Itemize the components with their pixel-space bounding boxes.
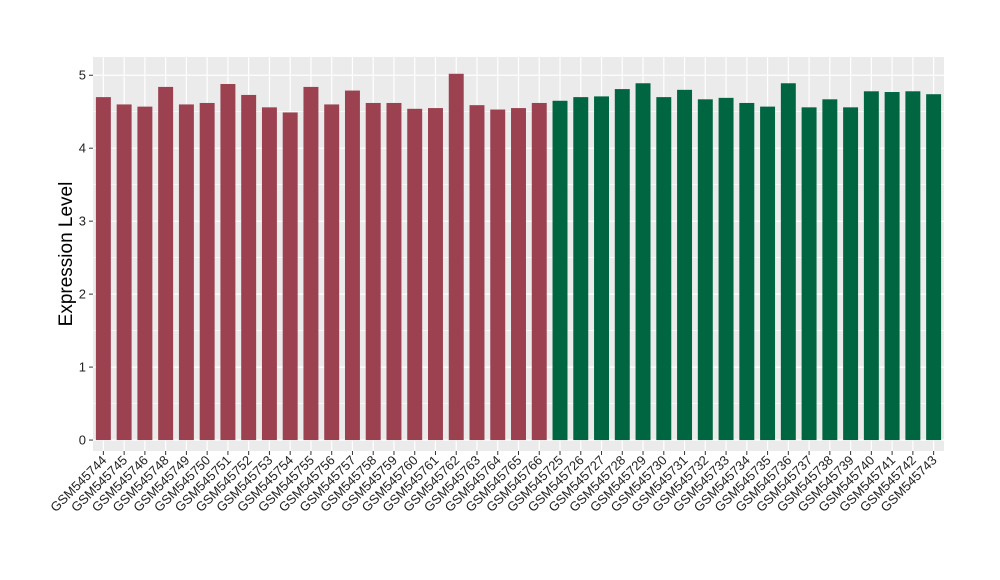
bar-GSM545744 — [95, 97, 111, 441]
bar-GSM545727 — [594, 96, 609, 441]
bar-GSM545733 — [718, 97, 734, 441]
bar-GSM545751 — [220, 83, 236, 441]
bar-GSM545729 — [635, 83, 651, 441]
bar-GSM545750 — [199, 102, 215, 441]
bars — [95, 73, 942, 441]
bar-GSM545730 — [656, 97, 672, 441]
bar-GSM545734 — [739, 102, 755, 441]
bar-GSM545726 — [573, 97, 589, 441]
y-tick-label: 4 — [79, 141, 86, 156]
bar-GSM545731 — [677, 89, 693, 441]
bar-GSM545742 — [905, 91, 921, 441]
bar-GSM545736 — [780, 83, 796, 441]
bar-GSM545737 — [801, 107, 817, 441]
bar-GSM545753 — [261, 107, 277, 441]
bar-GSM545741 — [884, 92, 900, 441]
bar-GSM545738 — [822, 99, 838, 441]
bar-GSM545759 — [386, 102, 402, 441]
bar-GSM545748 — [158, 86, 174, 441]
y-tick-label: 2 — [79, 287, 86, 302]
y-tick-label: 1 — [79, 360, 86, 375]
y-axis-ticks: 0 1 2 3 4 5 — [79, 68, 93, 448]
bar-GSM545754 — [282, 112, 298, 441]
y-tick-label: 5 — [79, 68, 86, 83]
bar-GSM545761 — [428, 108, 443, 441]
bar-GSM545765 — [511, 108, 526, 441]
bar-GSM545739 — [843, 107, 859, 441]
bar-GSM545757 — [344, 90, 360, 441]
bar-GSM545766 — [531, 102, 547, 441]
bar-GSM545746 — [137, 106, 153, 441]
bar-GSM545740 — [863, 91, 879, 441]
bar-GSM545728 — [614, 89, 630, 441]
bar-GSM545764 — [490, 109, 506, 441]
bar-GSM545743 — [926, 94, 942, 441]
bar-GSM545762 — [448, 73, 464, 441]
bar-GSM545735 — [760, 106, 776, 441]
bar-GSM545763 — [469, 105, 485, 441]
bar-GSM545756 — [324, 104, 340, 441]
bar-GSM545745 — [116, 104, 132, 441]
bar-GSM545758 — [365, 102, 381, 441]
y-tick-label: 3 — [79, 214, 86, 229]
bar-GSM545755 — [303, 86, 319, 441]
bar-GSM545760 — [407, 108, 423, 441]
bar-GSM545732 — [697, 99, 713, 441]
bar-GSM545749 — [178, 104, 194, 441]
y-tick-label: 0 — [79, 433, 86, 448]
x-axis-ticks: GSM545744GSM545745GSM545746GSM545748GSM5… — [47, 451, 940, 515]
bar-GSM545752 — [241, 94, 257, 441]
bar-GSM545725 — [552, 100, 568, 441]
y-axis-title: Expression Level — [56, 182, 77, 327]
